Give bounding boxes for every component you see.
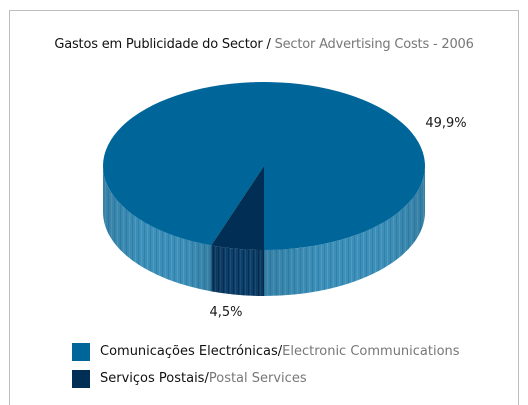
pie-side-electronic-communications-right-shade bbox=[264, 166, 425, 296]
pie-sides bbox=[103, 166, 425, 297]
pie-slice-postal-services bbox=[211, 166, 264, 250]
legend-separator: / bbox=[277, 344, 283, 359]
pie-slice-electronic-communications bbox=[102, 82, 425, 251]
legend-swatch-electronic-communications bbox=[72, 342, 90, 361]
pie-side-postal-services-shade bbox=[211, 245, 264, 297]
chart-title-separator: / bbox=[262, 37, 275, 52]
legend-separator: / bbox=[204, 371, 209, 386]
legend-swatch-postal-services bbox=[72, 369, 90, 388]
chart-title-primary: Gastos em Publicidade do Sector bbox=[54, 37, 263, 52]
data-label-electronic-communications: 49,9% bbox=[425, 116, 466, 131]
data-label-postal-services: 4,5% bbox=[209, 305, 242, 320]
legend-label-secondary: Electronic Communications bbox=[282, 344, 460, 359]
chart-title: Gastos em Publicidade do Sector / Sector… bbox=[0, 37, 528, 52]
legend-item-postal-services: Serviços Postais / Postal Services bbox=[72, 369, 460, 388]
legend: Comunicações Electrónicas / Electronic C… bbox=[72, 342, 460, 396]
pie-labels: 49,9% 4,5% bbox=[209, 116, 466, 320]
pie-side-electronic-communications-left-shade bbox=[103, 166, 212, 292]
legend-label-primary: Comunicações Electrónicas bbox=[100, 344, 278, 359]
pie-tops bbox=[102, 82, 425, 251]
legend-label-primary: Serviços Postais bbox=[100, 371, 205, 386]
legend-item-electronic-communications: Comunicações Electrónicas / Electronic C… bbox=[72, 342, 460, 361]
legend-label-secondary: Postal Services bbox=[208, 371, 307, 386]
chart-title-secondary: Sector Advertising Costs - 2006 bbox=[274, 37, 474, 52]
